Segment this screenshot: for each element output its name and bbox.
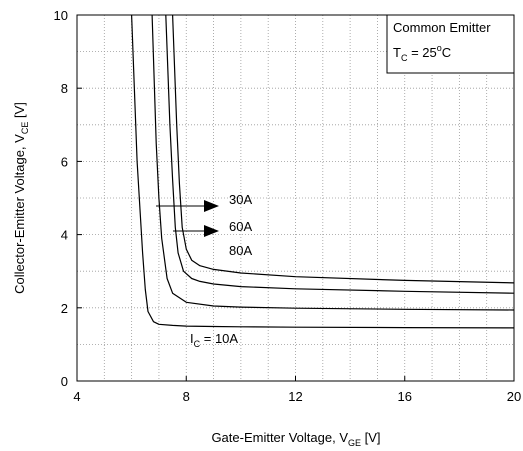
series-line-10a <box>131 14 515 329</box>
x-tick-label: 16 <box>398 389 412 404</box>
y-tick-label: 8 <box>61 81 68 96</box>
x-tick-label: 20 <box>507 389 521 404</box>
y-tick-label: 10 <box>54 8 68 23</box>
series-line-60a <box>165 14 515 294</box>
x-tick-label: 12 <box>288 389 302 404</box>
gridlines <box>77 15 514 381</box>
y-tick-label: 6 <box>61 154 68 169</box>
legend-line-2: TC = 25oC <box>393 43 451 63</box>
x-tick-label: 4 <box>73 389 80 404</box>
x-tick-label: 8 <box>183 389 190 404</box>
series-line-80a <box>172 14 515 284</box>
y-tick-label: 2 <box>61 301 68 316</box>
legend-box: Common Emitter TC = 25oC <box>386 14 515 74</box>
label-10a: IC = 10A <box>190 331 238 349</box>
annotation-arrows <box>156 200 219 237</box>
ticks: 4 8 12 16 20 0 2 4 6 8 10 <box>54 8 522 404</box>
y-tick-label: 0 <box>61 374 68 389</box>
series-lines <box>131 14 515 329</box>
legend-line-1: Common Emitter <box>393 20 491 35</box>
y-axis-title: Collector-Emitter Voltage, VCE [V] <box>12 102 30 294</box>
series-line-30a <box>151 14 515 311</box>
arrow-60a-head <box>204 225 219 237</box>
arrow-30a-head <box>204 200 219 212</box>
x-axis-title: Gate-Emitter Voltage, VGE [V] <box>211 430 380 448</box>
label-60a: 60A <box>229 219 252 234</box>
label-30a: 30A <box>229 192 252 207</box>
label-80a: 80A <box>229 243 252 258</box>
y-tick-label: 4 <box>61 228 68 243</box>
